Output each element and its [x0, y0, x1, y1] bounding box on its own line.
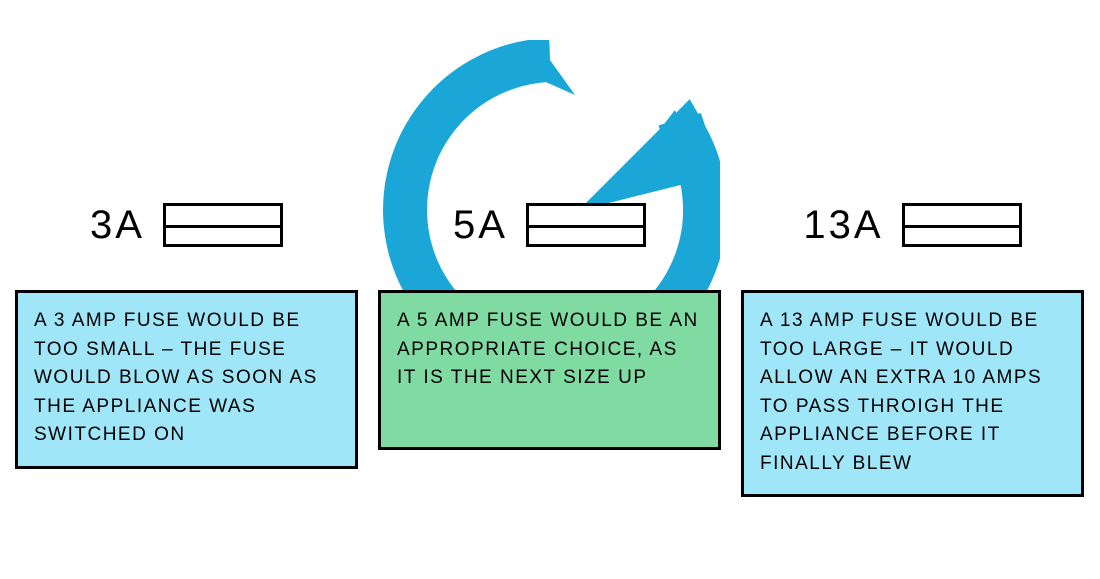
textbox-3a: A 3 AMP FUSE WOULD BE TOO SMALL – THE FU… [15, 290, 358, 469]
fuse-row-3a: 3A [90, 190, 283, 260]
fuse-label-13a: 13A [803, 203, 883, 248]
panel-13a: 13A A 13 AMP FUSE WOULD BE TOO LARGE – I… [741, 190, 1084, 497]
fuse-row-5a: 5A [453, 190, 646, 260]
fuse-row-13a: 13A [803, 190, 1021, 260]
fuse-icon [163, 203, 283, 247]
fuse-icon [526, 203, 646, 247]
fuse-label-5a: 5A [453, 203, 508, 248]
textbox-13a: A 13 AMP FUSE WOULD BE TOO LARGE – IT WO… [741, 290, 1084, 497]
panel-3a: 3A A 3 AMP FUSE WOULD BE TOO SMALL – THE… [15, 190, 358, 497]
fuse-label-3a: 3A [90, 203, 145, 248]
panel-5a: 5A A 5 AMP FUSE WOULD BE AN APPROPRIATE … [378, 190, 721, 497]
fuse-icon [902, 203, 1022, 247]
textbox-5a: A 5 AMP FUSE WOULD BE AN APPROPRIATE CHO… [378, 290, 721, 450]
panels-row: 3A A 3 AMP FUSE WOULD BE TOO SMALL – THE… [15, 190, 1085, 497]
